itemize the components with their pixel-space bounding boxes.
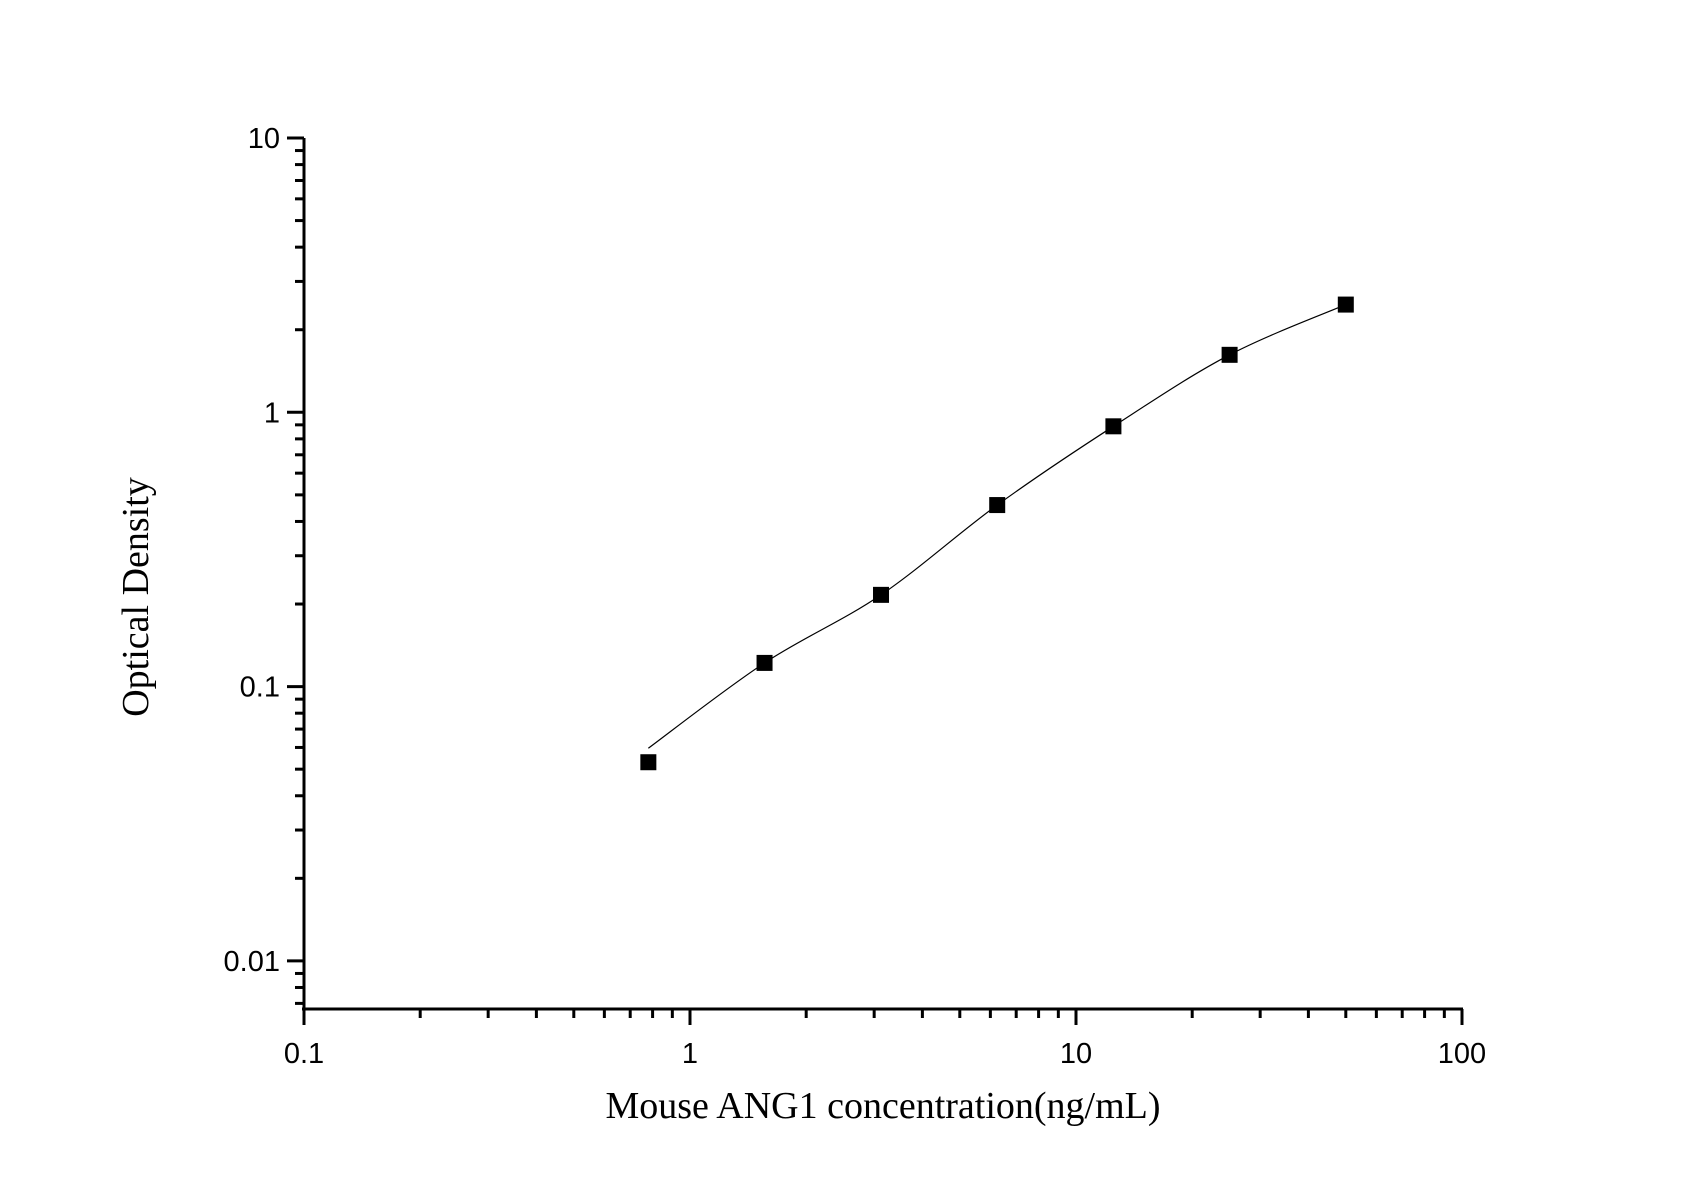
- data-point: [756, 654, 773, 671]
- data-points: [640, 296, 1354, 771]
- tick-labels: 0.1 1 10 100 0.01 0.1 1 10: [224, 123, 1487, 1070]
- x-tick-label: 0.1: [284, 1038, 324, 1070]
- data-point: [873, 586, 890, 603]
- axes: [287, 136, 1464, 1025]
- data-point: [1105, 418, 1122, 435]
- x-tick-label: 1: [682, 1038, 698, 1070]
- data-point: [1337, 296, 1354, 313]
- x-tick-label: 10: [1060, 1038, 1092, 1070]
- fit-curve: [647, 304, 1347, 749]
- y-axis-title: Optical Density: [115, 477, 157, 717]
- data-point: [989, 497, 1006, 514]
- x-tick-label: 100: [1438, 1038, 1486, 1070]
- y-tick-label: 0.01: [224, 946, 280, 978]
- x-axis-title: Mouse ANG1 concentration(ng/mL): [605, 1085, 1160, 1127]
- y-tick-label: 1: [264, 397, 280, 429]
- y-tick-label: 0.1: [240, 672, 280, 704]
- data-point: [1221, 346, 1238, 363]
- y-tick-label: 10: [248, 123, 280, 155]
- data-point: [640, 754, 657, 771]
